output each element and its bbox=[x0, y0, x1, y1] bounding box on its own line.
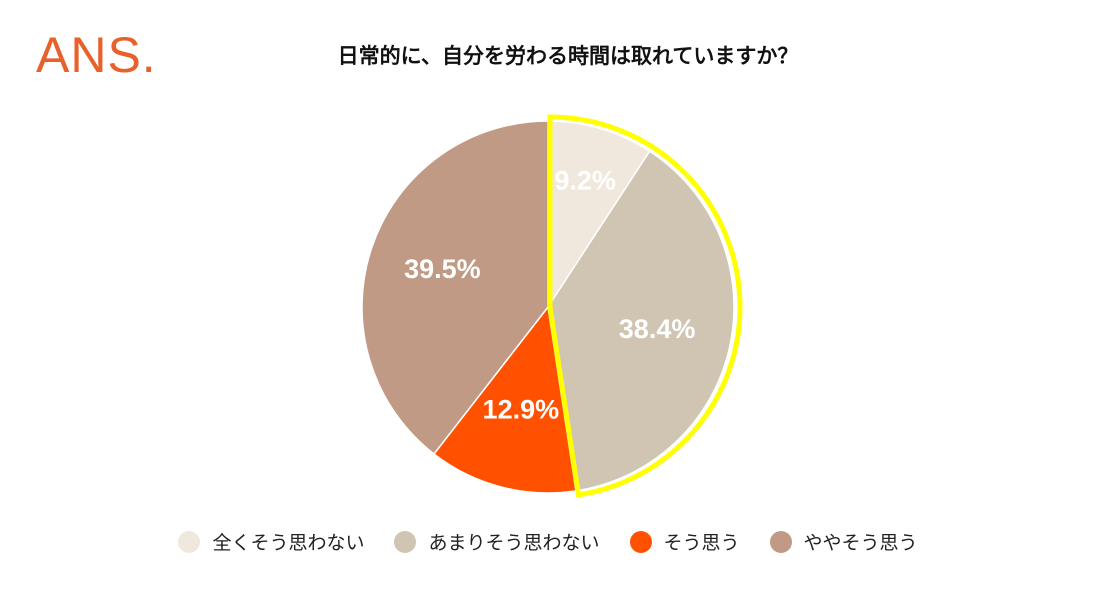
legend-swatch-4 bbox=[769, 530, 792, 553]
legend-item-2: あまりそう思わない bbox=[394, 528, 600, 555]
legend-item-3: そう思う bbox=[629, 528, 740, 555]
ans-logo: ANS. bbox=[36, 27, 157, 83]
legend-swatch-3 bbox=[629, 530, 652, 553]
slice-label-2: 38.4% bbox=[619, 314, 696, 344]
pie-slice-3 bbox=[432, 305, 577, 494]
legend-swatch-2 bbox=[394, 530, 417, 553]
pie-slice-4 bbox=[361, 120, 549, 456]
slice-label-4: 39.5% bbox=[404, 254, 481, 284]
legend-swatch-1 bbox=[178, 530, 201, 553]
legend-label-1: 全くそう思わない bbox=[212, 532, 365, 554]
legend: 全くそう思わない あまりそう思わない そう思う ややそう思う bbox=[0, 528, 1096, 555]
legend-item-1: 全くそう思わない bbox=[178, 528, 364, 555]
legend-label-2: あまりそう思わない bbox=[428, 532, 600, 554]
pie-slice-2 bbox=[547, 150, 735, 492]
legend-label-3: そう思う bbox=[663, 532, 740, 554]
slice-label-1: 9.2% bbox=[554, 165, 616, 195]
slice-label-3: 12.9% bbox=[483, 395, 560, 425]
legend-label-4: ややそう思う bbox=[803, 532, 918, 554]
chart-title: 日常的に、自分を労わる時間は取れていますか？ bbox=[337, 44, 799, 68]
legend-item-4: ややそう思う bbox=[769, 528, 918, 555]
highlight-outline bbox=[547, 114, 743, 498]
